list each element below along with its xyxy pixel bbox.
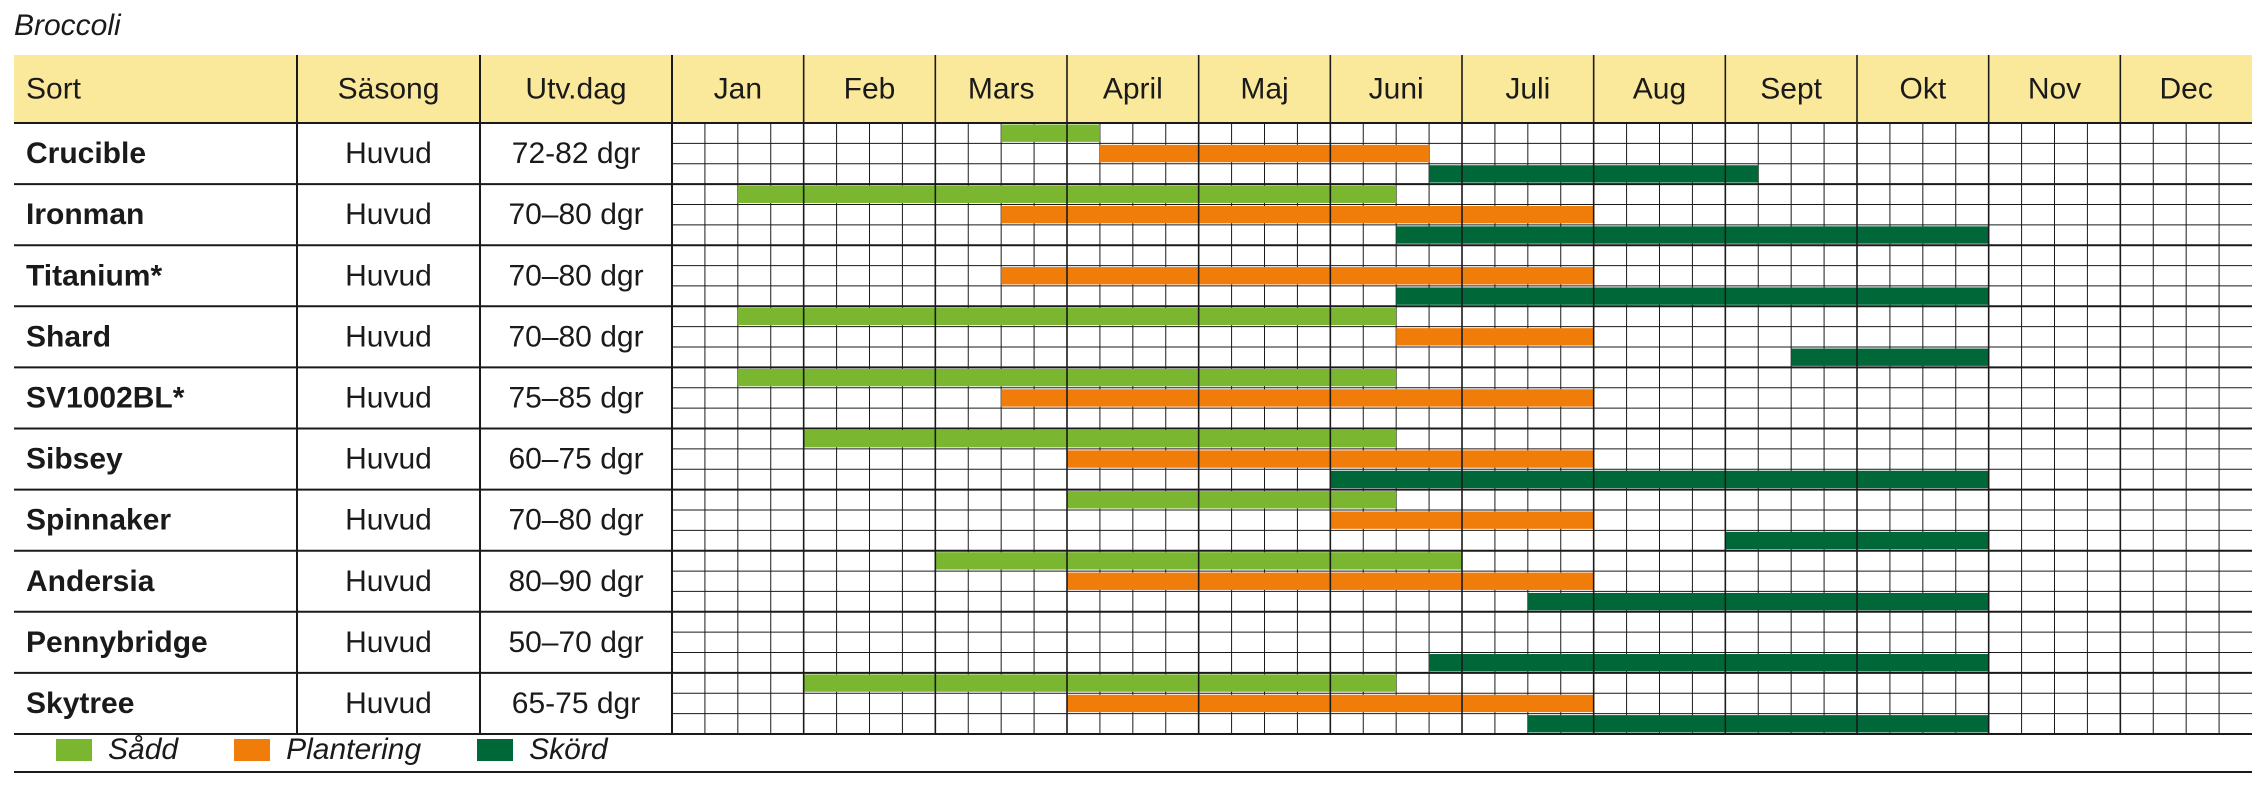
row-name: Shard [26,320,111,353]
bar-sow [803,674,1397,692]
legend-swatch-sow [56,739,92,761]
bar-plant [1396,328,1594,346]
row-days: 50–70 dgr [508,626,643,659]
legend-item-sow: Sådd [56,733,178,767]
bar-plant [1001,389,1594,407]
row-season: Huvud [345,137,432,170]
row-days: 65-75 dgr [512,687,640,720]
row-name: SV1002BL* [26,381,185,414]
row-days: 72-82 dgr [512,137,640,170]
legend-swatch-harvest [477,739,514,761]
row-name: Ironman [26,198,144,231]
legend-item-plant: Plantering [234,733,421,767]
row-season: Huvud [345,626,432,659]
row-days: 80–90 dgr [508,565,643,598]
chart-title: Broccoli [14,9,121,42]
bottom-rule [14,771,2252,773]
bar-harvest [1330,470,1989,489]
legend-label-sow: Sådd [108,733,179,766]
row-days: 75–85 dgr [508,381,643,414]
row-season: Huvud [345,381,432,414]
row-days: 70–80 dgr [508,259,643,292]
header-month-aug: Aug [1633,73,1686,106]
legend: Sådd Plantering Skörd [56,730,664,770]
header-days: Utv.dag [525,73,626,106]
header-month-nov: Nov [2028,73,2081,106]
header-month-maj: Maj [1240,73,1288,106]
header-month-okt: Okt [1899,73,1946,106]
legend-label-harvest: Skörd [529,733,608,766]
row-name: Andersia [26,565,155,598]
header-month-mars: Mars [968,73,1035,106]
bar-harvest [1527,592,1989,611]
bar-plant [1001,205,1594,224]
bar-plant [1001,267,1594,285]
row-season: Huvud [345,504,432,537]
row-name: Crucible [26,137,146,170]
row-days: 60–75 dgr [508,443,643,476]
legend-swatch-plant [234,739,271,761]
row-days: 70–80 dgr [508,198,643,231]
header-month-april: April [1103,73,1163,106]
row-name: Pennybridge [26,626,208,659]
header-month-juli: Juli [1505,73,1550,106]
bar-sow [1067,491,1397,509]
header-month-dec: Dec [2159,73,2212,106]
header-band [14,55,2252,123]
header-month-sept: Sept [1760,73,1822,106]
row-season: Huvud [345,565,432,598]
row-name: Spinnaker [26,504,171,537]
bar-harvest [1429,654,1989,672]
bar-harvest [1396,226,1989,244]
bar-sow [1001,124,1100,142]
header-month-jan: Jan [714,73,762,106]
bar-harvest [1791,348,1989,366]
row-name: Titanium* [26,259,162,292]
row-days: 70–80 dgr [508,504,643,537]
row-name: Sibsey [26,443,123,476]
header-month-feb: Feb [844,73,896,106]
legend-item-harvest: Skörd [477,733,608,767]
header-season: Säsong [338,73,440,106]
row-season: Huvud [345,259,432,292]
bar-plant [1099,144,1430,163]
row-season: Huvud [345,443,432,476]
row-season: Huvud [345,687,432,720]
bar-harvest [1396,287,1989,305]
row-name: Skytree [26,687,134,720]
legend-label-plant: Plantering [286,733,422,766]
row-season: Huvud [345,198,432,231]
row-season: Huvud [345,320,432,353]
bar-harvest [1527,715,1989,733]
header-month-juni: Juni [1369,73,1424,106]
header-sort: Sort [26,73,82,106]
row-days: 70–80 dgr [508,320,643,353]
bar-sow [803,430,1397,448]
